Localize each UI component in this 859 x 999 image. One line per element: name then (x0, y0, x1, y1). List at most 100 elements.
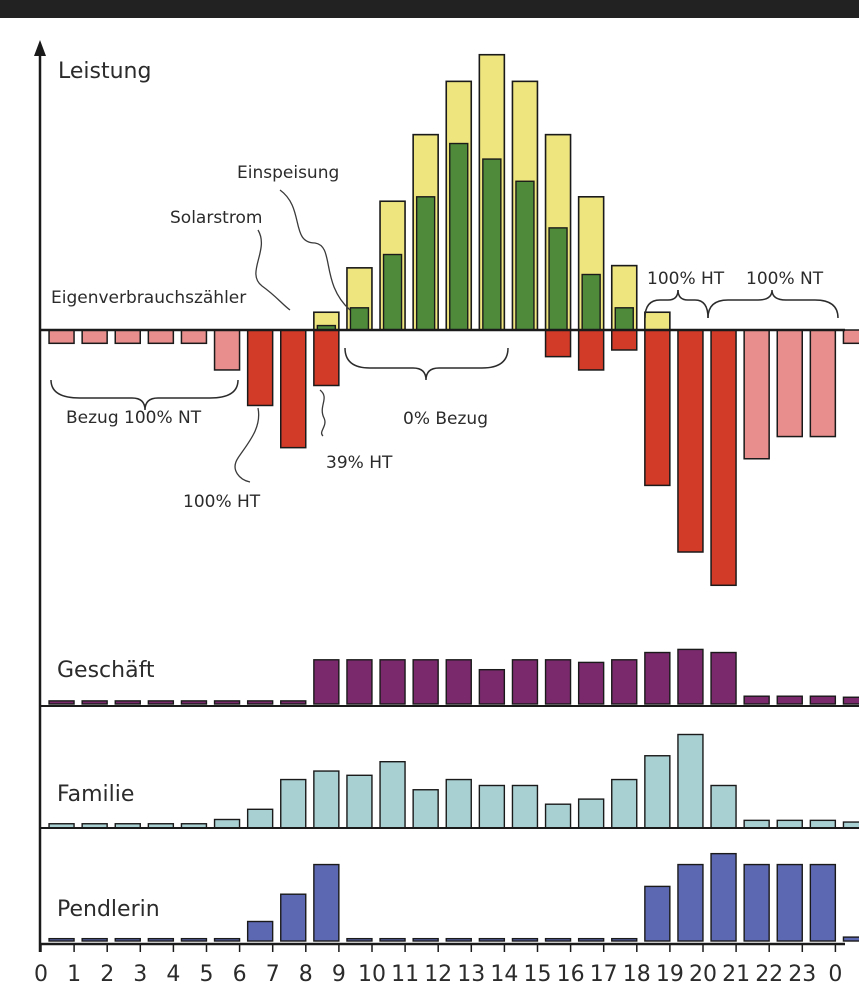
profile-2-bar-19 (677, 863, 704, 942)
x-tick-label-6: 6 (233, 962, 247, 987)
annotation-einspeisung: Einspeisung (237, 163, 339, 183)
profile-panels: Geschäft Familie Pendlerin (48, 648, 859, 942)
feedin-bar-17 (614, 307, 634, 331)
consumption-bar-24 (842, 329, 859, 345)
profile-0-bar-8 (313, 659, 340, 705)
x-tick-label-8: 8 (299, 962, 313, 987)
profile-1-bar-22 (776, 819, 803, 829)
profile-2-bar-9 (346, 937, 373, 942)
profile-1-bar-12 (445, 778, 472, 829)
profile-2-bar-24 (842, 936, 859, 942)
feedin-bar-12 (449, 142, 469, 331)
consumption-bar-6 (246, 329, 274, 407)
x-tick-label-4: 4 (166, 962, 180, 987)
profile-0-bar-15 (544, 659, 572, 705)
y-axis-label: Leistung (58, 59, 151, 84)
profile-2-bar-3 (147, 937, 175, 942)
x-tick-label-11: 11 (391, 962, 419, 987)
x-tick-label-14: 14 (490, 962, 518, 987)
consumption-bars (48, 329, 859, 587)
feedin-bar-10 (382, 253, 403, 331)
leader-einspeisung (279, 189, 351, 311)
profile-2-bar-14 (511, 937, 539, 942)
consumption-bar-0 (48, 329, 75, 345)
profile-2-bar-16 (577, 937, 605, 942)
feedin-bar-11 (415, 196, 436, 331)
y-axis-arrow (34, 40, 46, 56)
x-tick-label-18: 18 (623, 962, 651, 987)
brace-0-bezug (344, 347, 509, 381)
profile-0-bar-18 (644, 651, 671, 705)
profile-1-bar-16 (577, 798, 605, 829)
profile-2-bar-12 (445, 937, 472, 942)
consumption-bar-17 (611, 329, 638, 351)
annotation-100-ht-left: 100% HT (183, 492, 261, 512)
profile-1-bar-21 (743, 819, 770, 829)
consumption-bar-5 (213, 329, 241, 371)
profile-0-bar-0 (48, 700, 75, 705)
annotation-100-ht-right: 100% HT (647, 269, 725, 289)
profile-0-bar-3 (147, 700, 175, 705)
profile-1-bar-5 (213, 818, 241, 829)
x-tick-label-15: 15 (524, 962, 552, 987)
profile-0-bar-6 (246, 700, 274, 705)
consumption-bar-2 (114, 329, 141, 345)
profile-2-bar-0 (48, 937, 75, 942)
x-tick-label-2: 2 (100, 962, 114, 987)
profile-2-bar-17 (611, 937, 638, 942)
brace-100-nt-right (707, 289, 839, 319)
profile-1-bar-19 (677, 733, 704, 829)
profile-0-bar-9 (346, 659, 373, 705)
profile-0-bar-12 (445, 659, 472, 705)
annotation-39-ht: 39% HT (326, 453, 393, 473)
x-tick-label-22: 22 (755, 962, 783, 987)
profile-0-bar-24 (842, 696, 859, 705)
x-tick-label-12: 12 (424, 962, 452, 987)
profile-1-bar-14 (511, 784, 539, 829)
profile-1-bar-17 (611, 778, 638, 829)
x-tick-label-20: 20 (689, 962, 717, 987)
profile-1-bar-18 (644, 755, 671, 829)
annotation-solarstrom: Solarstrom (170, 208, 262, 228)
consumption-bar-4 (180, 329, 208, 345)
profile-2-bar-10 (379, 937, 406, 942)
x-tick-label-1: 1 (67, 962, 81, 987)
feedin-bar-13 (482, 158, 502, 331)
profile-1-bar-9 (346, 774, 373, 829)
feedin-bars (316, 142, 634, 331)
profile-2-bar-4 (180, 937, 208, 942)
x-tick-label-9: 9 (332, 962, 346, 987)
consumption-bar-20 (710, 329, 737, 587)
x-tick-label-17: 17 (590, 962, 618, 987)
profile-2-bar-21 (743, 863, 770, 942)
profile-2-bar-6 (246, 920, 274, 942)
axes (34, 40, 859, 952)
profile-0-bar-22 (776, 695, 803, 705)
x-tick-label-5: 5 (200, 962, 214, 987)
x-tick-label-24: 0 (828, 962, 842, 987)
profile-2-bar-15 (544, 937, 572, 942)
consumption-bar-22 (776, 329, 803, 438)
x-tick-label-7: 7 (266, 962, 280, 987)
brace-100-ht-right-b (677, 289, 709, 319)
leader-solarstrom (255, 229, 291, 311)
brace-100-ht-right-a (644, 289, 679, 319)
profile-0-bar-23 (809, 695, 837, 705)
profile-label-2: Pendlerin (57, 897, 160, 922)
consumption-bar-21 (743, 329, 770, 460)
leader-100-ht-left (234, 407, 260, 483)
profile-2-bar-22 (776, 863, 803, 942)
profile-0-bar-19 (677, 648, 704, 705)
profile-1-bar-10 (379, 761, 406, 829)
feedin-bar-16 (581, 273, 601, 331)
solar-bar-18 (644, 311, 671, 331)
profile-label-0: Geschäft (57, 658, 155, 683)
leader-39-ht (319, 389, 326, 437)
consumption-bar-15 (544, 329, 572, 358)
profile-0-bar-14 (511, 659, 539, 705)
brace-bezug-nt (50, 379, 239, 411)
x-tick-labels: 0 1 2 3 4 5 6 7 8 9 10 11 12 13 14 15 16 17 18 19 20 21 22 23 0 (34, 962, 842, 987)
profile-0-bar-10 (379, 659, 406, 705)
consumption-bar-16 (577, 329, 605, 371)
consumption-bar-18 (644, 329, 671, 487)
